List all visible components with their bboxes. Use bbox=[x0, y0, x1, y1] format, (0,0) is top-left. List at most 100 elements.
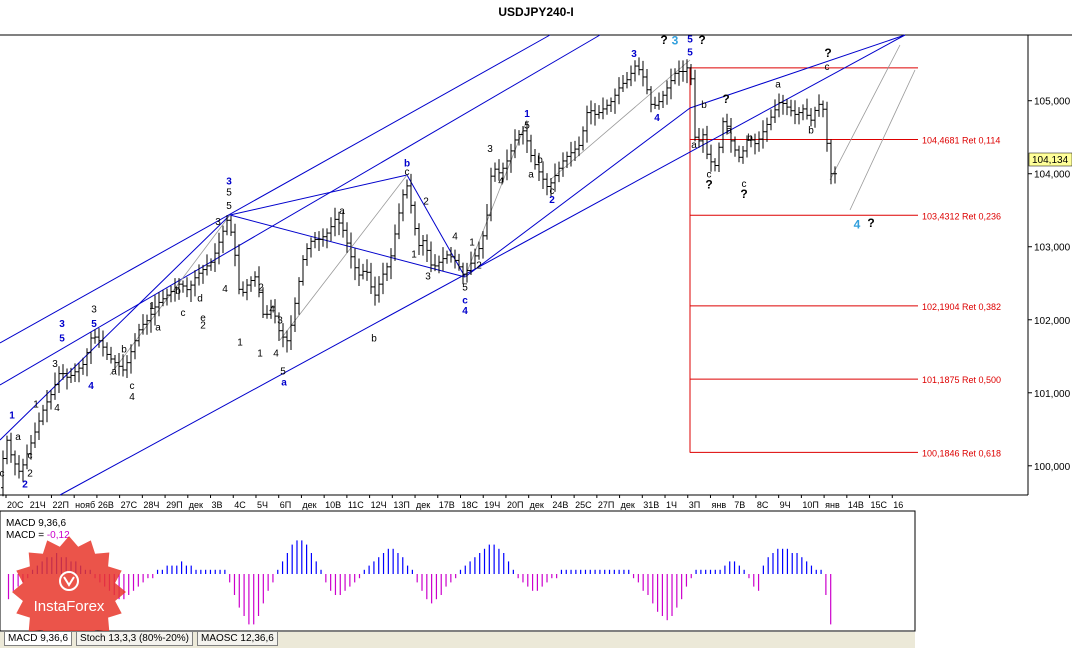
wave-label: 5 bbox=[462, 283, 468, 294]
wave-label: c bbox=[405, 167, 410, 178]
current-price-tag: 104,134 bbox=[1028, 152, 1072, 167]
wave-guide-line bbox=[849, 69, 916, 211]
wave-label: c bbox=[462, 296, 468, 307]
wave-label: 3 bbox=[487, 144, 493, 155]
indicator-value: MACD = -0,12 bbox=[6, 530, 70, 541]
time-tick-label: 20С bbox=[7, 500, 24, 510]
tab-stoch[interactable]: Stoch 13,3,3 (80%-20%) bbox=[76, 632, 193, 646]
wave-label: 2 bbox=[258, 283, 264, 294]
wave-label: 2 bbox=[200, 321, 206, 332]
wave-label: a bbox=[111, 367, 117, 378]
wave-label: 1 bbox=[149, 301, 155, 312]
instaforex-logo: InstaForex bbox=[6, 535, 132, 649]
time-tick-label: 15С bbox=[871, 500, 888, 510]
wave-label: 2 bbox=[27, 469, 33, 480]
tab-maosc[interactable]: MAOSC 12,36,6 bbox=[196, 632, 278, 646]
wave-label: a bbox=[15, 432, 21, 443]
wave-label: c bbox=[130, 381, 135, 392]
tab-macd[interactable]: MACD 9,36,6 bbox=[4, 632, 73, 646]
time-tick-label: 14В bbox=[848, 500, 864, 510]
wave-label: b bbox=[537, 155, 543, 166]
price-tick-label: 104,000 bbox=[1034, 170, 1071, 181]
wave-label: d bbox=[197, 294, 203, 305]
wave-guide-line bbox=[549, 59, 691, 181]
indicator-tabs: MACD 9,36,6 Stoch 13,3,3 (80%-20%) MAOSC 1… bbox=[0, 631, 915, 648]
wave-label: 2 bbox=[476, 261, 482, 272]
wave-label: 4 bbox=[269, 304, 275, 315]
price-tick-label: 102,000 bbox=[1034, 316, 1071, 327]
wave-label: ? bbox=[824, 46, 831, 60]
main-plot-frame bbox=[0, 35, 1028, 495]
wave-label: 5 bbox=[226, 201, 232, 212]
wave-label: a bbox=[528, 169, 534, 180]
wave-guide-line bbox=[279, 174, 408, 341]
time-tick-label: 26В bbox=[98, 500, 114, 510]
channel-line bbox=[0, 34, 551, 344]
fib-level-label: 102,1904 Ret 0,382 bbox=[922, 302, 1001, 312]
wave-label: a bbox=[726, 126, 732, 137]
time-tick-label: 27С bbox=[121, 500, 138, 510]
wave-label: 3 bbox=[631, 49, 637, 60]
current-price-label: 104,134 bbox=[1032, 155, 1069, 166]
wave-label: 5 bbox=[687, 34, 693, 45]
fib-level-label: 103,4312 Ret 0,236 bbox=[922, 211, 1001, 221]
wave-label: 5 bbox=[524, 120, 530, 131]
time-tick-label: 16 bbox=[893, 500, 903, 510]
time-tick-label: дек bbox=[189, 500, 203, 510]
indicator-value-prefix: MACD = bbox=[6, 530, 47, 541]
time-tick-label: 3В bbox=[212, 500, 223, 510]
wave-label: b bbox=[175, 286, 181, 297]
time-tick-label: дек bbox=[416, 500, 430, 510]
time-tick-label: 9Ч bbox=[780, 500, 791, 510]
wave-label: a bbox=[155, 323, 161, 334]
channel-line bbox=[689, 34, 906, 109]
wave-label: 1 bbox=[237, 337, 243, 348]
wave-label: a bbox=[339, 206, 345, 217]
price-tick-label: 103,000 bbox=[1034, 243, 1071, 254]
channel-line bbox=[464, 107, 691, 278]
wave-label: 1 bbox=[33, 399, 39, 410]
wave-label: b bbox=[371, 334, 377, 345]
fib-level-label: 101,1875 Ret 0,500 bbox=[922, 375, 1001, 385]
wave-label: a bbox=[691, 140, 697, 151]
wave-label: 4 bbox=[54, 403, 60, 414]
time-tick-label: 10В bbox=[325, 500, 341, 510]
channel-line bbox=[0, 214, 231, 441]
time-tick-label: янв bbox=[825, 500, 840, 510]
wave-label: a bbox=[281, 377, 287, 388]
wave-label: 4 bbox=[273, 348, 279, 359]
wave-label: 2 bbox=[423, 196, 429, 207]
wave-label: 1 bbox=[257, 348, 263, 359]
wave-label: c bbox=[28, 450, 33, 461]
wave-label: a bbox=[775, 80, 781, 91]
time-tick-label: 20П bbox=[507, 500, 523, 510]
time-tick-label: 7В bbox=[734, 500, 745, 510]
time-tick-label: 25С bbox=[575, 500, 592, 510]
time-tick-label: 21Ч bbox=[30, 500, 46, 510]
wave-label: ? bbox=[867, 216, 874, 230]
wave-label: ? bbox=[722, 92, 729, 106]
wave-label: 2 bbox=[549, 195, 555, 206]
time-tick-label: 19Ч bbox=[484, 500, 500, 510]
wave-guide-line bbox=[829, 44, 901, 181]
price-tick-label: 105,000 bbox=[1034, 97, 1071, 108]
wave-label: ? bbox=[660, 33, 667, 47]
wave-label: c bbox=[742, 179, 747, 190]
wave-label: 5 bbox=[59, 334, 65, 345]
wave-label: 3 bbox=[52, 359, 58, 370]
wave-label: 3 bbox=[277, 315, 283, 326]
wave-label: b bbox=[808, 126, 814, 137]
wave-label: 3 bbox=[226, 177, 232, 188]
channel-line bbox=[59, 34, 906, 496]
wave-label: c bbox=[707, 169, 712, 180]
time-tick-label: 18С bbox=[462, 500, 479, 510]
wave-label: 4 bbox=[88, 381, 94, 392]
time-tick-label: нояб bbox=[75, 500, 95, 510]
chart-title: USDJPY240-I bbox=[498, 5, 573, 19]
price-tick-label: 100,000 bbox=[1034, 462, 1071, 473]
time-tick-label: 29П bbox=[166, 500, 182, 510]
time-tick-label: 27П bbox=[598, 500, 614, 510]
wave-label: c bbox=[550, 186, 555, 197]
time-tick-label: 5Ч bbox=[257, 500, 268, 510]
